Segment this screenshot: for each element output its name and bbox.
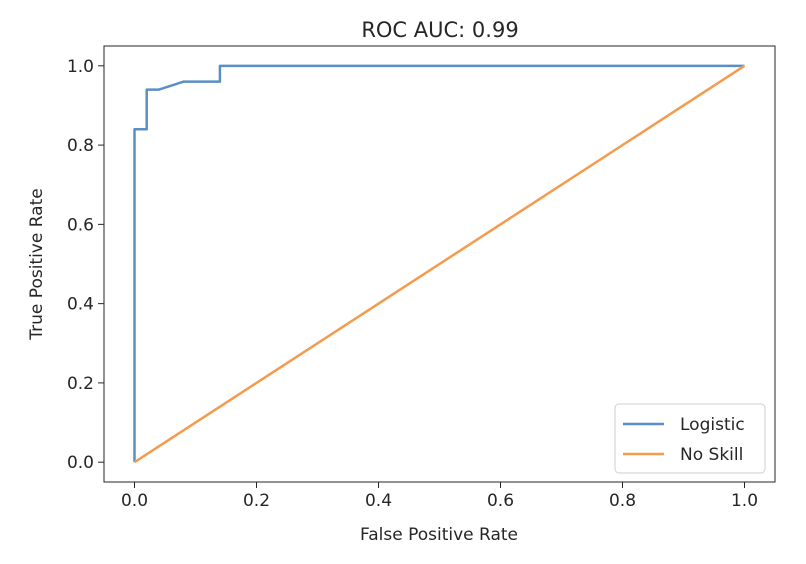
legend-label-logistic: Logistic <box>680 415 745 435</box>
plot-lines <box>133 64 746 464</box>
x-tick-label: 1.0 <box>731 491 758 511</box>
x-tick-label: 0.8 <box>609 491 636 511</box>
y-tick-label: 0.8 <box>67 136 94 156</box>
x-tick-label: 0.4 <box>365 491 392 511</box>
x-tick-label: 0.2 <box>243 491 270 511</box>
y-tick-label: 0.2 <box>67 374 94 394</box>
x-tick-label: 0.6 <box>487 491 514 511</box>
x-axis: 0.0 0.2 0.4 0.6 0.8 1.0 <box>121 482 758 511</box>
legend: Logistic No Skill <box>614 403 766 474</box>
y-tick-label: 0.0 <box>67 453 94 473</box>
legend-label-no-skill: No Skill <box>680 445 743 465</box>
x-tick-label: 0.0 <box>121 491 148 511</box>
y-axis: 0.0 0.2 0.4 0.6 0.8 1.0 <box>67 57 104 473</box>
y-tick-label: 0.4 <box>67 295 94 315</box>
legend-box <box>614 403 766 474</box>
series-line-no-skill <box>133 64 746 464</box>
y-tick-label: 1.0 <box>67 57 94 77</box>
y-tick-label: 0.6 <box>67 215 94 235</box>
chart-title: ROC AUC: 0.99 <box>361 18 518 42</box>
y-axis-label: True Positive Rate <box>27 188 47 340</box>
x-axis-label: False Positive Rate <box>360 525 518 545</box>
plot-frame <box>103 45 776 483</box>
series-line-logistic <box>133 64 745 463</box>
